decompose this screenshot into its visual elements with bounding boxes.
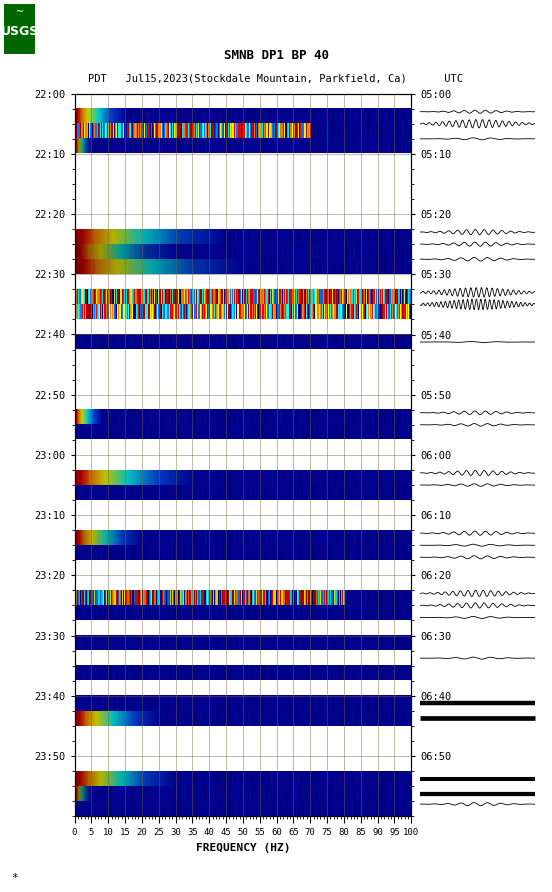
X-axis label: FREQUENCY (HZ): FREQUENCY (HZ) (195, 843, 290, 853)
Text: USGS: USGS (1, 25, 39, 38)
Text: *: * (11, 873, 18, 883)
Text: PDT   Jul15,2023(Stockdale Mountain, Parkfield, Ca)      UTC: PDT Jul15,2023(Stockdale Mountain, Parkf… (88, 73, 464, 84)
Text: ~: ~ (15, 7, 24, 17)
Text: SMNB DP1 BP 40: SMNB DP1 BP 40 (224, 49, 328, 62)
Bar (4, 4, 35, 54)
